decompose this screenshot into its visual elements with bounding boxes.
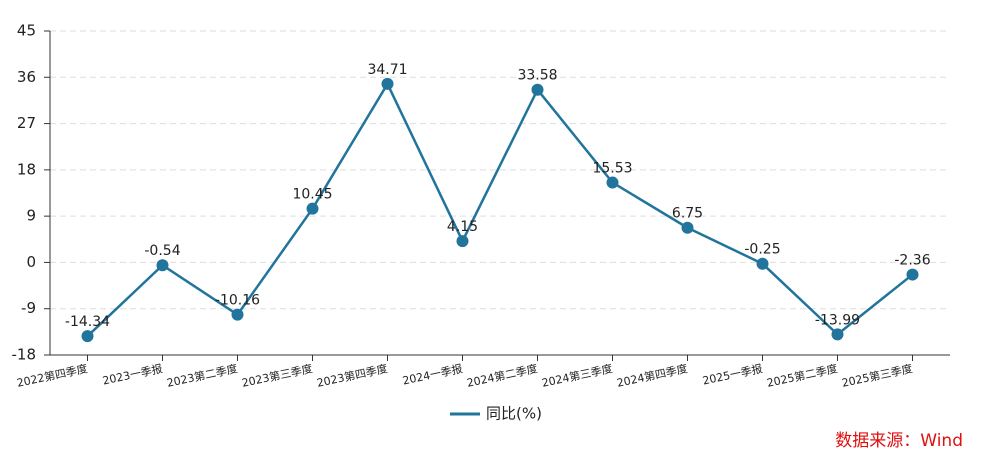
data-label: -0.25: [744, 242, 780, 258]
data-label: -2.36: [894, 253, 930, 269]
x-tick-label: 2024第二季度: [465, 361, 538, 390]
x-tick-label: 2023第二季度: [165, 361, 238, 390]
data-label: 4.15: [447, 219, 478, 235]
x-tick-label: 2025第三季度: [840, 361, 913, 390]
data-label: -10.16: [215, 293, 260, 309]
data-label: 6.75: [672, 206, 703, 222]
x-tick-label: 2022第四季度: [15, 361, 88, 390]
legend-label: 同比(%): [486, 405, 542, 423]
data-label: 34.71: [367, 62, 407, 78]
point: [381, 77, 394, 90]
point: [81, 330, 94, 343]
data-label: 33.58: [517, 68, 557, 84]
point: [606, 176, 619, 189]
point: [231, 308, 244, 321]
x-tick-label: 2024第三季度: [540, 361, 613, 390]
x-tick-label: 2023第四季度: [315, 361, 388, 390]
x-tick-label: 2023第三季度: [240, 361, 313, 390]
point: [906, 268, 919, 281]
data-label: 10.45: [292, 187, 332, 203]
point: [681, 221, 694, 234]
point: [456, 235, 469, 248]
point: [306, 202, 319, 215]
x-tick-label: 2025一季报: [701, 361, 764, 387]
x-tick-label: 2024第四季度: [615, 361, 688, 390]
y-tick-label: -9: [21, 299, 36, 317]
data-label: -14.34: [65, 314, 110, 330]
y-tick-label: 27: [17, 114, 36, 132]
point: [756, 257, 769, 270]
y-tick-label: 18: [17, 160, 36, 178]
x-tick-label: 2025第二季度: [765, 361, 838, 390]
x-tick-label: 2024一季报: [401, 361, 464, 387]
source-note: 数据来源：Wind: [835, 431, 963, 451]
data-label: -13.99: [815, 312, 860, 328]
point: [156, 259, 169, 272]
y-tick-label: 9: [26, 207, 36, 225]
y-tick-label: 0: [26, 253, 36, 271]
point: [531, 83, 544, 96]
y-tick-label: -18: [12, 346, 37, 364]
y-tick-label: 45: [17, 22, 36, 40]
y-tick-label: 36: [17, 68, 36, 86]
series-line: [86, 81, 914, 338]
data-label: -0.54: [144, 243, 180, 259]
x-tick-label: 2023一季报: [101, 361, 164, 387]
point: [831, 328, 844, 341]
data-label: 15.53: [592, 161, 632, 177]
